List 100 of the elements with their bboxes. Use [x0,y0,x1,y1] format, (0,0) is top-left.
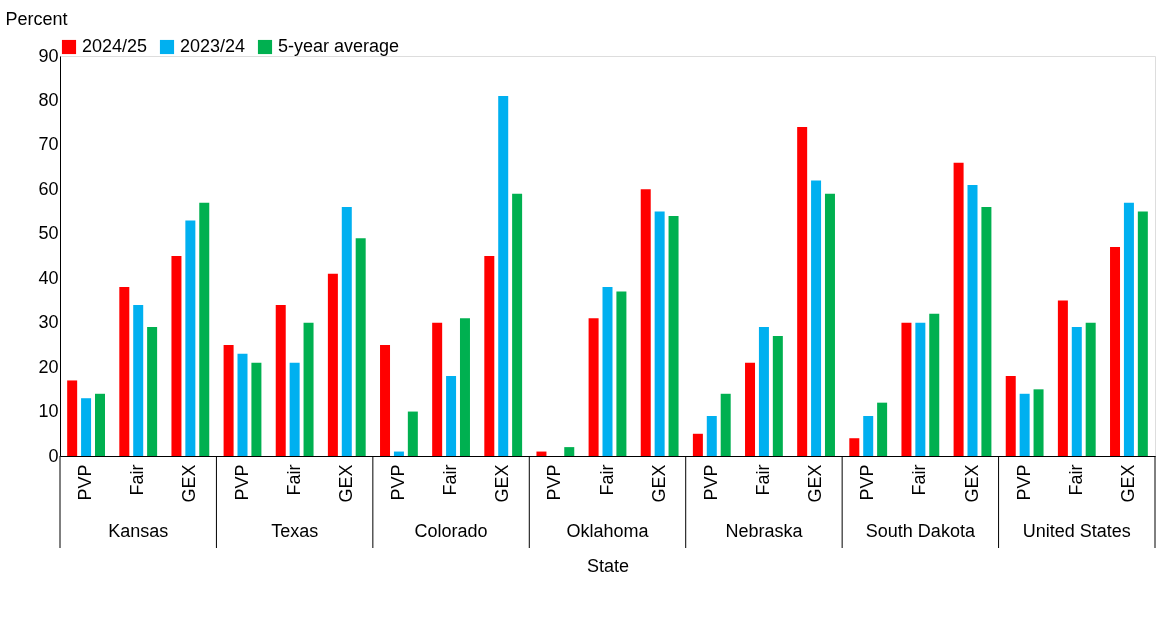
bar [407,411,418,456]
bar [929,313,940,456]
bar [94,393,105,456]
x-tick-label: Fair [440,464,461,496]
x-tick-label: PVP [387,464,408,501]
bar [536,451,547,456]
x-tick-label: PVP [700,464,721,501]
text: Colorado [414,521,488,541]
bar [393,451,404,456]
x-tick-label: GEX [648,464,669,503]
bar [877,402,888,456]
y-axis-title: Percent [5,8,68,29]
y-tick-label: 50 [38,223,59,244]
x-tick-label: Fair [283,464,304,496]
bar [772,336,783,456]
text: South Dakota [865,521,976,541]
bar [564,447,575,456]
y-tick-label: 20 [38,356,59,377]
x-tick-label: GEX [805,464,826,503]
bar [1033,389,1044,456]
bar [1110,247,1121,456]
text: Nebraska [725,521,804,541]
bar [459,318,470,456]
bar [640,189,651,456]
x-tick-label: PVP [544,464,565,501]
bar [692,433,703,456]
text: United States [1022,521,1131,541]
y-tick-label: 30 [38,312,59,333]
text: Kansas [108,521,169,541]
bar [797,127,808,456]
x-tick-label: GEX [492,464,513,503]
bar [355,238,366,456]
x-tick-label: GEX [1117,464,1138,503]
x-tick-label: Fair [1065,464,1086,496]
x-tick-label: GEX [335,464,356,503]
bar [199,202,210,456]
bar [498,96,509,456]
bar [185,220,196,456]
y-tick-label: 0 [48,445,59,466]
bar [251,362,262,456]
x-tick-label: GEX [179,464,200,503]
bar [303,322,314,456]
bar [863,416,874,456]
bar [720,393,731,456]
x-tick-label: PVP [75,464,96,501]
bar [1085,322,1096,456]
legend-label: 2024/25 [82,36,148,56]
bar [1071,327,1082,456]
y-tick-label: 60 [38,178,59,199]
bar [758,327,769,456]
bar [81,398,92,456]
bar [1019,393,1030,456]
x-tick-label: Fair [596,464,617,496]
bar [706,416,717,456]
bar [147,327,158,456]
bar [432,322,443,456]
bar [654,211,665,456]
bar [849,438,860,456]
x-tick-label: PVP [231,464,252,501]
bar [915,322,926,456]
legend-label: 5-year average [278,36,400,56]
bar [1057,300,1068,456]
bar [67,380,78,456]
x-tick-label: Fair [127,464,148,496]
x-tick-label: Fair [909,464,930,496]
bar [327,273,338,456]
bar [1005,376,1016,456]
y-tick-label: 70 [38,134,59,155]
bar [668,216,679,456]
bar [133,304,144,456]
bar [119,287,130,456]
bar [967,184,978,456]
bar [446,376,457,456]
x-tick-label: GEX [961,464,982,503]
bar [341,207,352,456]
y-tick-label: 10 [38,401,59,422]
bar [223,344,234,456]
y-tick-label: 40 [38,267,59,288]
bar [171,256,182,456]
bar [1137,211,1148,456]
bar [484,256,495,456]
y-tick-label: 80 [38,89,59,110]
bar [237,353,248,456]
bar [953,162,964,456]
bar [616,291,627,456]
bar [602,287,613,456]
bar [745,362,756,456]
bar [380,344,391,456]
bar [901,322,912,456]
x-tick-label: PVP [1013,464,1034,501]
bar [275,304,286,456]
x-tick-label: Fair [752,464,773,496]
bar [824,193,835,456]
text: Oklahoma [566,521,650,541]
x-tick-label: PVP [857,464,878,501]
legend-label: 2023/24 [180,36,246,56]
bar [289,362,300,456]
bar [811,180,822,456]
y-tick-label: 90 [38,45,59,66]
bar [588,318,599,456]
